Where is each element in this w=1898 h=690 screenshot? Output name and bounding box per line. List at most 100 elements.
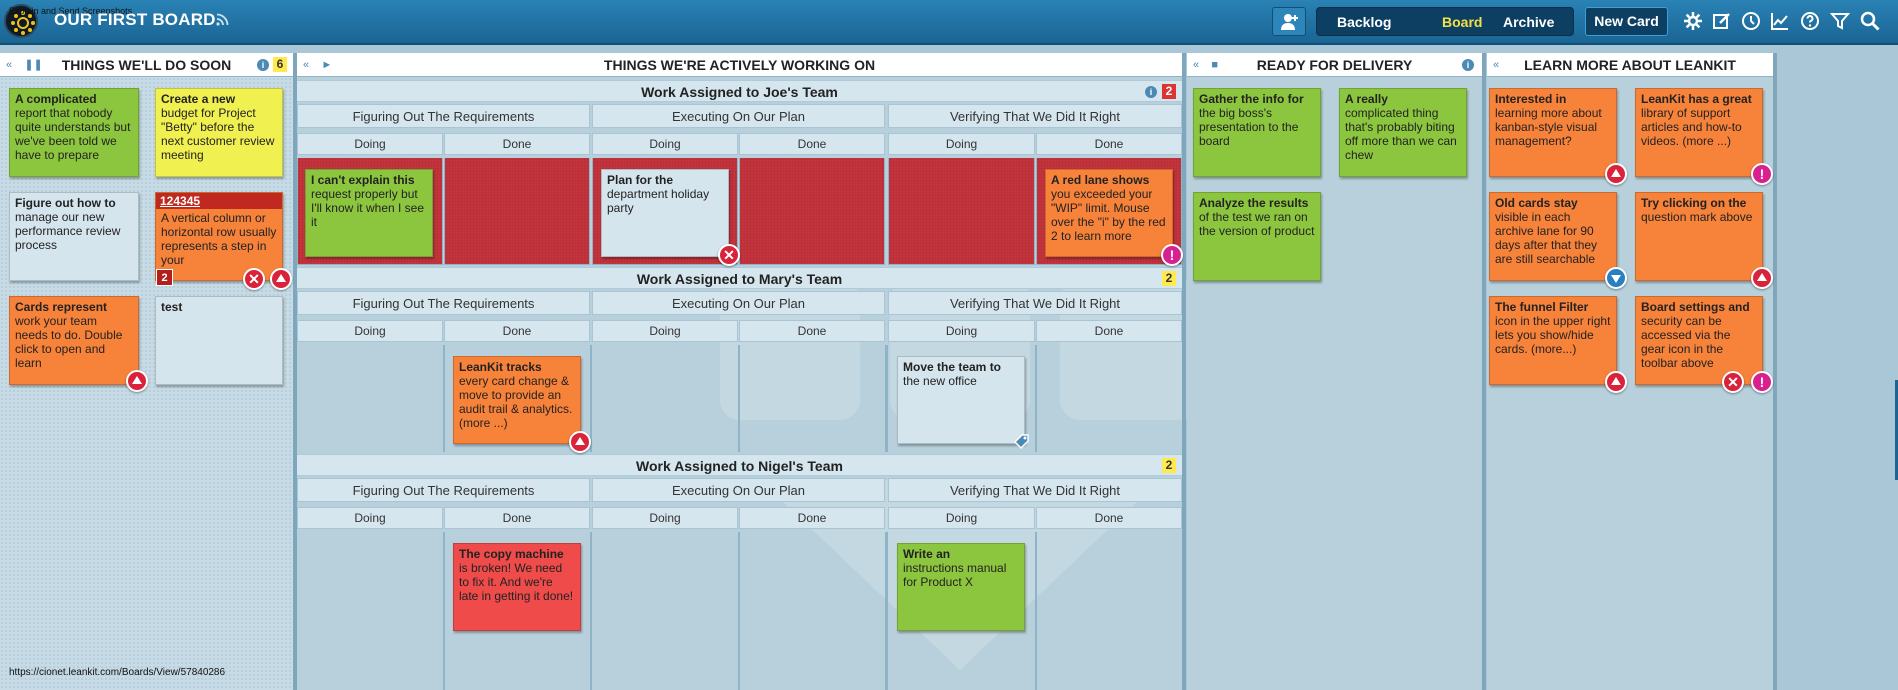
subheader-done[interactable]: Done <box>739 133 885 155</box>
card-id-link[interactable]: 124345 <box>156 193 282 209</box>
subheader-doing[interactable]: Doing <box>592 320 738 342</box>
team-header-nigel[interactable]: Work Assigned to Nigel's Team 2 <box>297 454 1182 476</box>
subheader-doing[interactable]: Doing <box>592 133 738 155</box>
subheader-executing[interactable]: Executing On Our Plan <box>592 291 885 315</box>
nav-board[interactable]: Board <box>1442 14 1483 30</box>
subheader-requirements[interactable]: Figuring Out The Requirements <box>297 291 590 315</box>
edit-icon[interactable] <box>1712 11 1732 31</box>
subheader-doing[interactable]: Doing <box>297 507 443 529</box>
board-title[interactable]: OUR FIRST BOARD <box>54 10 216 29</box>
card[interactable]: LeanKit has a great library of support ar… <box>1635 88 1763 177</box>
card[interactable]: Try clicking on the question mark above <box>1635 192 1763 281</box>
card[interactable]: A complicated report that nobody quite un… <box>9 88 139 177</box>
priority-low-icon[interactable] <box>1605 267 1627 289</box>
clock-icon[interactable] <box>1741 11 1761 31</box>
subheader-verifying[interactable]: Verifying That We Did It Right <box>888 104 1182 128</box>
subheader-doing[interactable]: Doing <box>297 133 443 155</box>
new-card-button[interactable]: New Card <box>1585 7 1668 36</box>
lane-header-soon[interactable]: « ❚❚ THINGS WE'LL DO SOON i 6 <box>0 53 293 77</box>
priority-high-icon[interactable] <box>1751 267 1773 289</box>
card[interactable]: test <box>155 296 283 385</box>
cell-wip-exceeded[interactable] <box>888 158 1035 265</box>
card[interactable]: A red lane shows you exceeded your "WIP" … <box>1045 169 1173 257</box>
card[interactable]: The copy machine is broken! We need to fi… <box>453 543 581 631</box>
card[interactable]: Old cards stay visible in each archive la… <box>1489 192 1617 281</box>
chart-icon[interactable] <box>1770 11 1790 31</box>
subheader-done[interactable]: Done <box>1036 507 1182 529</box>
blocked-x-icon[interactable]: ✕ <box>243 268 265 290</box>
cell-wip-exceeded[interactable] <box>739 158 885 265</box>
subheader-executing[interactable]: Executing On Our Plan <box>592 104 885 128</box>
priority-high-icon[interactable] <box>126 370 148 392</box>
collapse-icon[interactable]: « ► <box>303 59 333 71</box>
cell-wip-exceeded[interactable] <box>444 158 590 265</box>
help-icon[interactable] <box>1800 11 1820 31</box>
nav-archive[interactable]: Archive <box>1503 14 1555 30</box>
subheader-done[interactable]: Done <box>1036 133 1182 155</box>
subheader-verifying[interactable]: Verifying That We Did It Right <box>888 478 1182 502</box>
lane-header-ready[interactable]: « ■ READY FOR DELIVERY i <box>1187 53 1482 77</box>
subheader-verifying[interactable]: Verifying That We Did It Right <box>888 291 1182 315</box>
subheader-requirements[interactable]: Figuring Out The Requirements <box>297 104 590 128</box>
gear-icon[interactable] <box>1683 11 1703 31</box>
subheader-done[interactable]: Done <box>739 320 885 342</box>
filter-icon[interactable] <box>1830 11 1850 31</box>
search-icon[interactable] <box>1860 11 1880 31</box>
subheader-done[interactable]: Done <box>739 507 885 529</box>
rss-icon[interactable] <box>216 13 229 26</box>
blocked-x-icon[interactable]: ✕ <box>718 244 740 266</box>
collapse-icon[interactable]: « ❚❚ <box>6 59 43 71</box>
card[interactable]: 124345 A vertical column or horizontal ro… <box>155 192 283 281</box>
card[interactable]: LeanKit tracks every card change & move t… <box>453 356 581 444</box>
priority-high-icon[interactable] <box>1605 163 1627 185</box>
leankit-logo[interactable] <box>4 4 38 38</box>
info-icon[interactable]: i <box>1145 86 1157 98</box>
subheader-doing[interactable]: Doing <box>888 320 1035 342</box>
nav-backlog[interactable]: Backlog <box>1337 14 1392 30</box>
priority-high-icon[interactable] <box>1605 371 1627 393</box>
card[interactable]: Move the team to the new office <box>897 356 1025 444</box>
scroll-indicator[interactable] <box>1895 380 1898 480</box>
card[interactable]: Create a new budget for Project "Betty" b… <box>155 88 283 177</box>
card-title: Old cards stay <box>1495 196 1578 210</box>
subheader-done[interactable]: Done <box>444 507 590 529</box>
lane-header-learn[interactable]: « LEARN MORE ABOUT LEANKIT <box>1487 53 1773 77</box>
team-header-joe[interactable]: Work Assigned to Joe's Team i 2 <box>297 80 1182 102</box>
card[interactable]: Board settings and security can be access… <box>1635 296 1763 385</box>
subheader-doing[interactable]: Doing <box>592 507 738 529</box>
card[interactable]: Cards represent work your team needs to d… <box>9 296 139 385</box>
subheader-done[interactable]: Done <box>444 133 590 155</box>
tag-icon[interactable] <box>1012 432 1032 452</box>
team-header-mary[interactable]: Work Assigned to Mary's Team 2 <box>297 267 1182 289</box>
info-icon[interactable]: i <box>257 59 269 71</box>
card[interactable]: A really complicated thing that's probabl… <box>1339 88 1467 177</box>
blocked-x-icon[interactable]: ✕ <box>1722 371 1744 393</box>
subheader-executing[interactable]: Executing On Our Plan <box>592 478 885 502</box>
card-body: question mark above <box>1641 210 1753 224</box>
card[interactable]: Gather the info for the big boss's presen… <box>1193 88 1321 177</box>
subheader-doing[interactable]: Doing <box>888 133 1035 155</box>
collapse-icon[interactable]: « ■ <box>1193 59 1218 71</box>
exclamation-icon[interactable]: ! <box>1161 244 1183 266</box>
exclamation-icon[interactable]: ! <box>1751 163 1773 185</box>
card[interactable]: Figure out how to manage our new performa… <box>9 192 139 281</box>
subheader-requirements[interactable]: Figuring Out The Requirements <box>297 478 590 502</box>
priority-high-icon[interactable] <box>270 268 292 290</box>
subheader-done[interactable]: Done <box>444 320 590 342</box>
lane-header-working[interactable]: « ► THINGS WE'RE ACTIVELY WORKING ON <box>297 53 1182 77</box>
card[interactable]: Plan for the department holiday party <box>601 169 729 257</box>
add-user-button[interactable] <box>1272 7 1306 36</box>
subheader-done[interactable]: Done <box>1036 320 1182 342</box>
exclamation-icon[interactable]: ! <box>1751 371 1773 393</box>
card[interactable]: Write an instructions manual for Product … <box>897 543 1025 631</box>
card[interactable]: Interested in learning more about kanban-… <box>1489 88 1617 177</box>
card-count-badge[interactable]: 2 <box>156 269 173 286</box>
card[interactable]: I can't explain this request properly but… <box>305 169 433 257</box>
info-icon[interactable]: i <box>1462 59 1474 71</box>
priority-high-icon[interactable] <box>569 431 591 453</box>
card[interactable]: Analyze the results of the test we ran on… <box>1193 192 1321 281</box>
subheader-doing[interactable]: Doing <box>297 320 443 342</box>
card[interactable]: The funnel Filter icon in the upper right… <box>1489 296 1617 385</box>
subheader-doing[interactable]: Doing <box>888 507 1035 529</box>
collapse-icon[interactable]: « <box>1493 59 1500 71</box>
